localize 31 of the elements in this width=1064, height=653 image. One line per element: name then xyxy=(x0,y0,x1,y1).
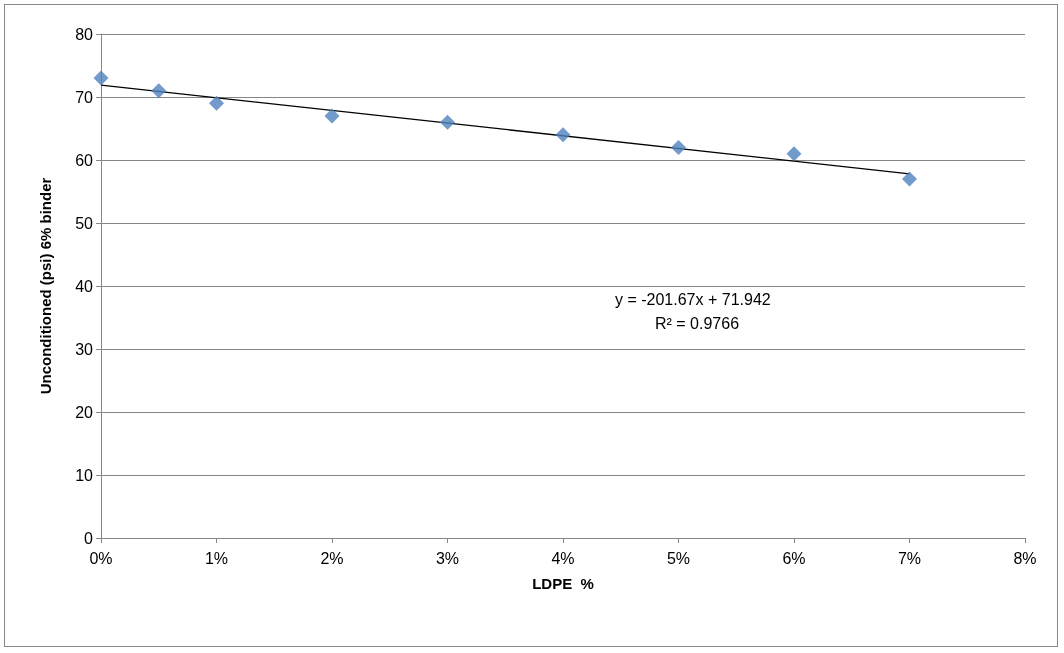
y-tick-label: 70 xyxy=(75,88,94,106)
y-tick-label: 50 xyxy=(75,214,94,232)
y-tick-label: 40 xyxy=(75,277,94,295)
x-axis-title: LDPE % xyxy=(532,575,594,592)
point xyxy=(671,139,686,155)
x-tick-label: 2% xyxy=(320,549,344,567)
annotation: R² = 0.9766 xyxy=(655,314,740,332)
point xyxy=(555,127,571,143)
y-axis-title: Unconditioned (psi) 6% binder xyxy=(37,177,54,395)
x-tick-label: 0% xyxy=(89,549,113,567)
point xyxy=(902,171,917,187)
y-tick-label: 0 xyxy=(84,529,94,547)
y-tick-label: 60 xyxy=(75,151,94,169)
x-tick-label: 8% xyxy=(1013,549,1037,567)
point xyxy=(93,70,109,86)
y-tick-label: 10 xyxy=(75,466,94,484)
x-tick-label: 7% xyxy=(897,549,922,567)
y-tick-label: 30 xyxy=(75,340,94,358)
annotation: y = -201.67x + 71.942 xyxy=(615,290,771,308)
y-tick-label: 80 xyxy=(75,25,94,43)
x-tick-label: 1% xyxy=(204,549,229,567)
x-tick-label: 4% xyxy=(551,549,575,567)
point xyxy=(324,108,340,124)
point xyxy=(786,146,802,162)
x-tick-label: 5% xyxy=(666,549,691,567)
point xyxy=(440,114,455,130)
point xyxy=(209,95,224,111)
x-tick-label: 3% xyxy=(435,549,460,567)
y-tick-label: 20 xyxy=(75,403,94,421)
point xyxy=(151,83,167,99)
x-tick-label: 6% xyxy=(782,549,806,567)
